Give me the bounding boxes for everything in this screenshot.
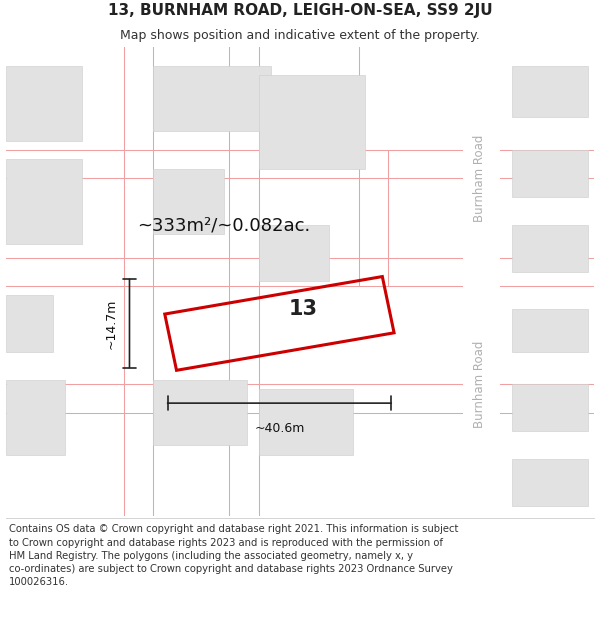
Text: ~40.6m: ~40.6m bbox=[254, 422, 305, 435]
Polygon shape bbox=[512, 309, 588, 351]
Text: 13, BURNHAM ROAD, LEIGH-ON-SEA, SS9 2JU: 13, BURNHAM ROAD, LEIGH-ON-SEA, SS9 2JU bbox=[107, 2, 493, 18]
Polygon shape bbox=[512, 225, 588, 272]
Text: ~333m²/~0.082ac.: ~333m²/~0.082ac. bbox=[137, 216, 310, 234]
Text: Map shows position and indicative extent of the property.: Map shows position and indicative extent… bbox=[120, 29, 480, 42]
Polygon shape bbox=[512, 66, 588, 118]
Polygon shape bbox=[153, 169, 224, 234]
Polygon shape bbox=[512, 384, 588, 431]
Polygon shape bbox=[512, 150, 588, 197]
Polygon shape bbox=[259, 225, 329, 281]
Polygon shape bbox=[462, 47, 500, 516]
Polygon shape bbox=[259, 75, 365, 169]
Polygon shape bbox=[259, 389, 353, 455]
Text: Burnham Road: Burnham Road bbox=[473, 134, 486, 222]
Polygon shape bbox=[6, 66, 82, 141]
Polygon shape bbox=[6, 295, 53, 351]
Polygon shape bbox=[153, 66, 271, 131]
Text: 13: 13 bbox=[289, 299, 317, 319]
Polygon shape bbox=[6, 159, 82, 244]
Polygon shape bbox=[153, 379, 247, 445]
Polygon shape bbox=[512, 459, 588, 506]
Text: Burnham Road: Burnham Road bbox=[473, 341, 486, 428]
Text: ~14.7m: ~14.7m bbox=[105, 298, 118, 349]
Polygon shape bbox=[6, 379, 65, 455]
Text: Contains OS data © Crown copyright and database right 2021. This information is : Contains OS data © Crown copyright and d… bbox=[9, 524, 458, 587]
